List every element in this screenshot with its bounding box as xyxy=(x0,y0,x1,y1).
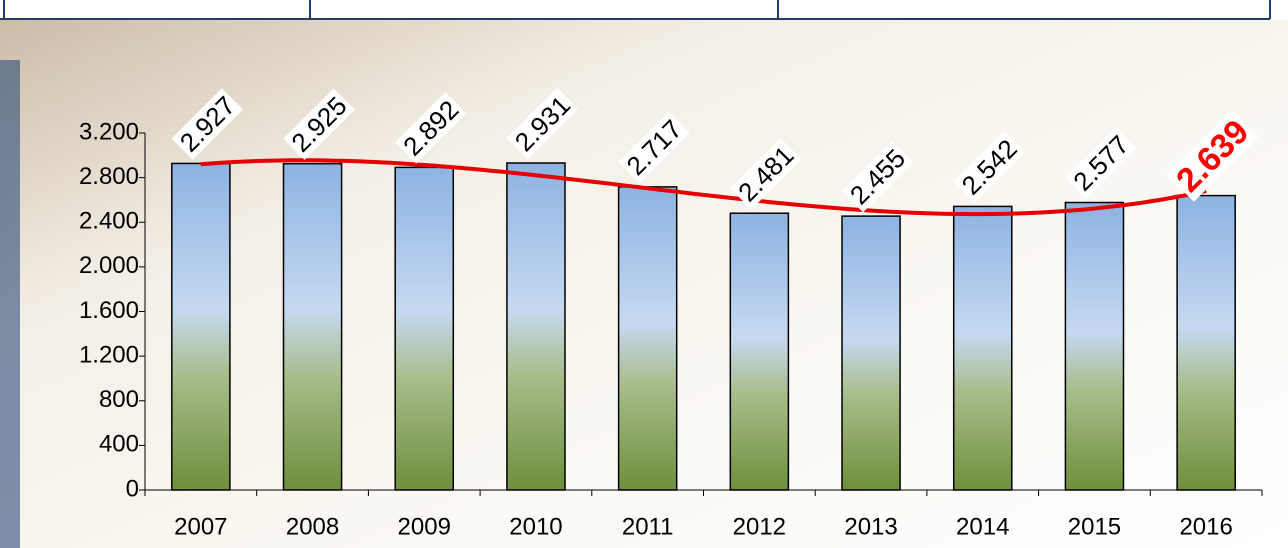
bar xyxy=(1064,201,1125,491)
x-tick-label: 2012 xyxy=(733,513,786,540)
bar xyxy=(952,205,1013,491)
x-tick-label: 2014 xyxy=(956,513,1009,540)
data-label-bg xyxy=(841,140,914,213)
x-tick-label: 2011 xyxy=(622,513,674,540)
y-tick-label: 0 xyxy=(126,475,139,502)
data-label-bg xyxy=(395,92,467,164)
x-tick-label: 2015 xyxy=(1068,513,1121,540)
y-tick-label: 1.200 xyxy=(79,341,139,368)
x-tick-label: 2010 xyxy=(509,513,562,540)
trend-line xyxy=(200,158,1207,217)
data-label-bg xyxy=(283,88,355,160)
y-tick-label: 2.800 xyxy=(79,163,139,190)
bar xyxy=(1176,194,1236,491)
bar xyxy=(282,162,343,491)
data-label-bg xyxy=(730,137,802,210)
y-tick-label: 800 xyxy=(99,386,139,413)
y-tick-label: 1.600 xyxy=(79,297,139,324)
y-tick-label: 3.200 xyxy=(79,118,139,145)
left-edge xyxy=(0,60,20,548)
bar xyxy=(841,215,901,491)
bar xyxy=(171,162,231,491)
data-label-bg xyxy=(1065,127,1137,199)
y-tick-label: 2.400 xyxy=(79,208,139,235)
x-tick-label: 2007 xyxy=(174,513,227,540)
data-label-bg xyxy=(1167,110,1259,202)
y-tick-label: 400 xyxy=(99,431,139,458)
x-tick-label: 2013 xyxy=(844,513,897,540)
data-label-bg xyxy=(506,87,579,160)
x-tick-label: 2008 xyxy=(286,513,339,540)
bar xyxy=(617,186,678,491)
x-tick-label: 2009 xyxy=(398,513,451,540)
data-label-bg xyxy=(618,111,690,184)
bar xyxy=(729,212,790,491)
bar xyxy=(506,162,566,491)
y-tick-label: 2.000 xyxy=(79,252,139,279)
data-label-bg xyxy=(953,131,1025,203)
header-strip xyxy=(0,0,1288,20)
bar xyxy=(394,166,455,491)
data-label-bg xyxy=(171,88,244,160)
x-tick-label: 2016 xyxy=(1179,513,1232,540)
